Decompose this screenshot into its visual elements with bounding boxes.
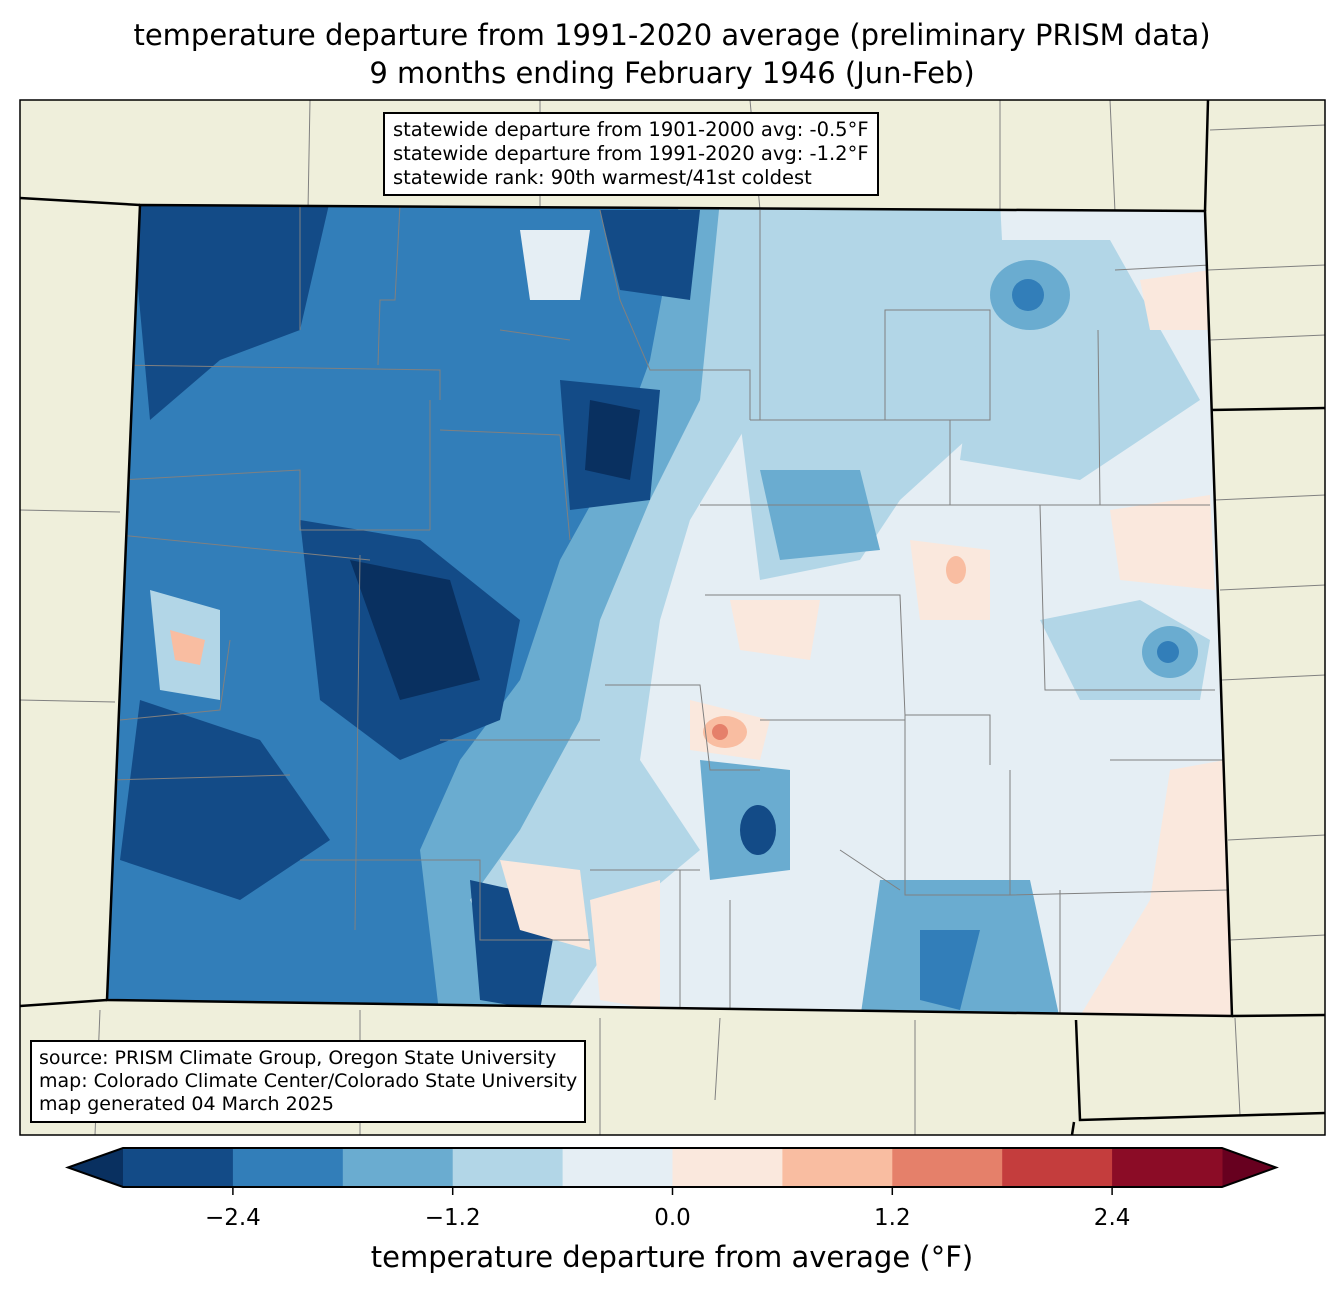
- map-credit-line: map: Colorado Climate Center/Colorado St…: [39, 1070, 578, 1092]
- statewide-stats-box: statewide departure from 1901-2000 avg: …: [383, 112, 879, 196]
- map-title: temperature departure from 1991-2020 ave…: [133, 18, 1211, 52]
- colorbar-bin: [232, 1148, 344, 1187]
- stats-departure-1991-2020: statewide departure from 1991-2020 avg: …: [393, 142, 869, 165]
- colorbar-label: temperature departure from average (°F): [370, 1240, 974, 1274]
- colorbar: [65, 1147, 1279, 1195]
- generated-date-line: map generated 04 March 2025: [39, 1093, 334, 1115]
- colorbar-under-arrow: [68, 1148, 123, 1187]
- colorbar-bin: [562, 1148, 673, 1187]
- colorbar-tick-label: 0.0: [654, 1205, 691, 1231]
- colorbar-bin: [452, 1148, 564, 1187]
- colorado-border: [105, 203, 1234, 1018]
- colorbar-bin: [1002, 1148, 1113, 1187]
- stats-departure-1901-2000: statewide departure from 1901-2000 avg: …: [393, 118, 869, 141]
- state-borders: [19, 99, 1326, 1136]
- colorbar-tick-label: −2.4: [204, 1205, 261, 1231]
- colorbar-bin: [1112, 1148, 1223, 1187]
- colorbar-outline: [65, 1147, 1279, 1188]
- source-box: source: PRISM Climate Group, Oregon Stat…: [30, 1040, 587, 1123]
- colorbar-bin: [123, 1148, 234, 1187]
- colorbar-tick-label: 1.2: [874, 1205, 911, 1231]
- colorbar-tick-label: 2.4: [1093, 1205, 1131, 1231]
- colorbar-bin: [672, 1148, 783, 1187]
- source-line: source: PRISM Climate Group, Oregon Stat…: [39, 1047, 557, 1069]
- colorbar-over-arrow: [1222, 1148, 1276, 1187]
- map-frame: [19, 99, 1326, 1136]
- colorbar-bin: [892, 1148, 1003, 1187]
- temperature-contours: [107, 205, 1232, 1016]
- map-subtitle: 9 months ending February 1946 (Jun-Feb): [369, 56, 975, 90]
- colorbar-tick-label: −1.2: [424, 1205, 481, 1231]
- colorbar-bin: [782, 1148, 893, 1187]
- county-lines: [109, 205, 1229, 1016]
- stats-rank: statewide rank: 90th warmest/41st coldes…: [393, 166, 812, 189]
- colorbar-bin: [342, 1148, 454, 1187]
